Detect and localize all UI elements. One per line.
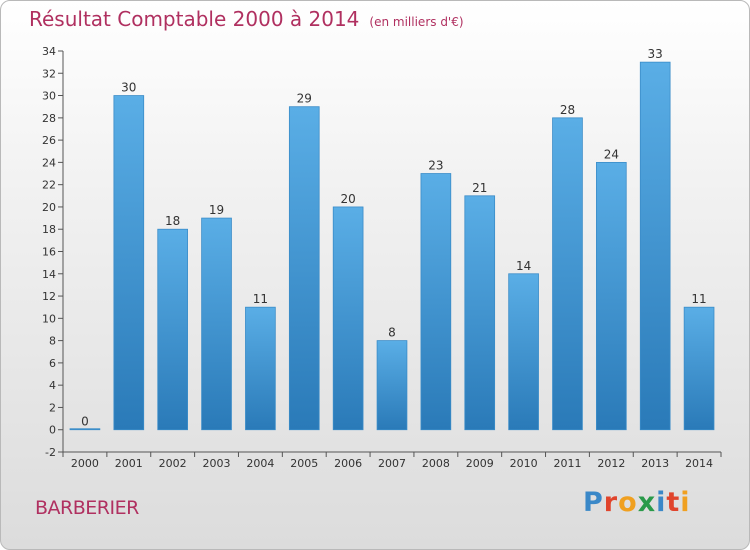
data-label: 8 (388, 326, 396, 340)
y-tick-label: 8 (49, 335, 56, 348)
data-label: 33 (648, 47, 663, 61)
bar (201, 217, 232, 431)
x-tick-label: 2001 (115, 457, 143, 470)
x-tick-label: 2010 (510, 457, 538, 470)
y-tick-label: -2 (45, 446, 56, 459)
chart-title: Résultat Comptable 2000 à 2014 (en millie… (29, 7, 464, 31)
y-tick-label: 26 (42, 134, 56, 147)
bar (376, 340, 408, 431)
data-label: 24 (604, 147, 619, 161)
chart-title-text: Résultat Comptable 2000 à 2014 (29, 7, 360, 31)
bar (596, 161, 627, 431)
data-label: 14 (516, 259, 531, 273)
bar (69, 428, 101, 431)
y-tick-label: 30 (42, 90, 56, 103)
y-tick-label: 22 (42, 179, 56, 192)
y-tick-label: 16 (42, 246, 56, 259)
logo-letter: i (656, 487, 667, 518)
logo-letter: t (666, 487, 681, 518)
bar (332, 206, 364, 431)
y-tick-label: 32 (42, 67, 56, 80)
bar (288, 106, 320, 431)
logo-letter: P (583, 487, 604, 518)
bar (113, 95, 145, 431)
y-tick-label: 28 (42, 112, 56, 125)
x-tick-label: 2012 (597, 457, 625, 470)
bar (245, 306, 276, 431)
logo-letter: x (637, 487, 657, 518)
bar (508, 273, 539, 431)
bar (639, 61, 671, 431)
data-label: 19 (209, 203, 224, 217)
bar (683, 306, 715, 431)
bar (552, 117, 583, 431)
data-label: 20 (340, 192, 355, 206)
y-tick-label: 24 (42, 156, 56, 169)
x-tick-label: 2000 (71, 457, 99, 470)
x-tick-label: 2007 (378, 457, 406, 470)
data-label: 18 (165, 214, 180, 228)
x-tick-label: 2004 (246, 457, 274, 470)
data-label: 30 (121, 81, 136, 95)
bar (420, 173, 452, 431)
proxiti-logo: Proxiti (583, 487, 691, 518)
y-tick-label: 0 (49, 424, 56, 437)
x-tick-label: 2013 (641, 457, 669, 470)
y-tick-label: 12 (42, 290, 56, 303)
data-label: 0 (81, 415, 89, 429)
x-tick-label: 2011 (553, 457, 581, 470)
chart-unit: (en milliers d'€) (369, 15, 464, 29)
y-tick-label: 2 (49, 401, 56, 414)
x-tick-label: 2008 (422, 457, 450, 470)
y-tick-label: 14 (42, 268, 56, 281)
x-tick-label: 2009 (466, 457, 494, 470)
data-label: 23 (428, 159, 443, 173)
y-tick-label: 20 (42, 201, 56, 214)
data-label: 29 (297, 92, 312, 106)
logo-letter: i (680, 487, 691, 518)
x-tick-label: 2014 (685, 457, 713, 470)
x-tick-label: 2002 (159, 457, 187, 470)
y-tick-label: 10 (42, 312, 56, 325)
data-label: 11 (253, 292, 268, 306)
data-label: 11 (691, 292, 706, 306)
logo-letter: o (618, 487, 638, 518)
y-tick-label: 6 (49, 357, 56, 370)
logo-letter: r (603, 487, 619, 518)
y-tick-label: 4 (49, 379, 56, 392)
commune-name: BARBERIER (35, 497, 139, 519)
bar (157, 228, 188, 431)
y-tick-label: 18 (42, 223, 56, 236)
y-tick-label: 34 (42, 45, 56, 58)
data-label: 28 (560, 103, 575, 117)
data-label: 21 (472, 181, 487, 195)
x-tick-label: 2003 (203, 457, 231, 470)
bar (464, 195, 496, 431)
x-tick-label: 2006 (334, 457, 362, 470)
x-tick-label: 2005 (290, 457, 318, 470)
